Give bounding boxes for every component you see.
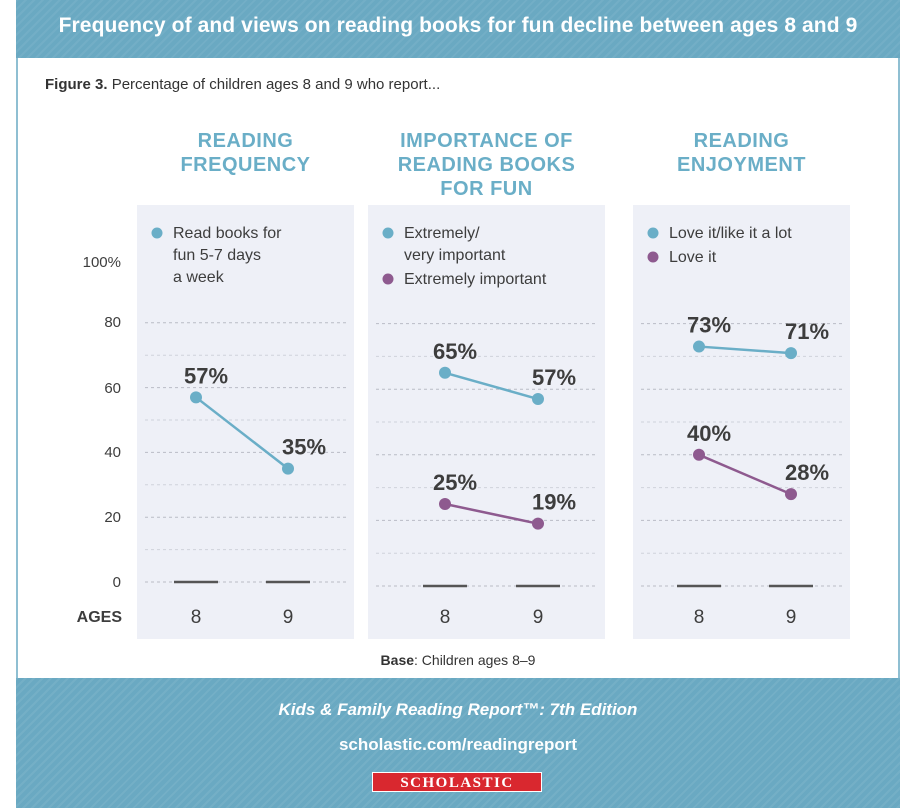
data-label: 28% (785, 460, 829, 485)
series-line (195, 396, 289, 470)
data-label: 19% (532, 490, 576, 515)
chart-panel-title: ENJOYMENT (677, 154, 806, 176)
y-tick-label: 60 (104, 380, 121, 397)
series-line (444, 371, 539, 401)
figure-caption: Figure 3. Percentage of children ages 8 … (45, 76, 440, 93)
report-title: Kids & Family Reading Report™: 7th Editi… (278, 700, 638, 719)
x-tick-label: 8 (440, 607, 451, 628)
series-line (698, 345, 792, 355)
data-label: 71% (785, 319, 829, 344)
chart-panel-title: READING BOOKS (398, 154, 576, 176)
legend-label: a week (173, 269, 225, 286)
legend-label: Love it (669, 249, 717, 266)
chart-panel-title: READING (198, 130, 294, 152)
legend-marker (647, 251, 659, 263)
legend-label: Extremely/ (404, 225, 480, 242)
x-tick-label: 9 (533, 607, 544, 628)
chart-panel-title: IMPORTANCE OF (400, 130, 573, 152)
base-note: Base: Children ages 8–9 (0, 652, 916, 668)
chart-panel-title: READING (694, 130, 790, 152)
data-point (532, 393, 544, 406)
x-tick-label: 9 (283, 607, 294, 628)
data-label: 57% (184, 363, 228, 388)
page-title: Frequency of and views on reading books … (58, 14, 858, 37)
chart-panel-background (137, 205, 354, 639)
frame-border-left (16, 58, 18, 678)
y-tick-label: 20 (104, 509, 121, 526)
y-tick-label: 100% (83, 254, 121, 271)
frame-border-right (898, 58, 900, 678)
y-tick-label: 40 (104, 444, 121, 461)
base-note-label: Base (380, 652, 415, 668)
data-label: 35% (282, 435, 326, 460)
data-point (693, 448, 705, 461)
figure-label: Figure 3. (45, 76, 108, 93)
data-label: 73% (687, 313, 731, 338)
scholastic-logo: SCHOLASTIC (372, 772, 542, 792)
data-point (785, 347, 797, 360)
x-tick-label: 8 (191, 607, 202, 628)
x-tick-label: 9 (786, 607, 797, 628)
figure-caption-text: Percentage of children ages 8 and 9 who … (111, 76, 441, 93)
data-point (439, 366, 451, 379)
chart-panel-title: FREQUENCY (180, 154, 310, 176)
data-point (190, 391, 202, 404)
data-label: 57% (532, 365, 576, 390)
legend-label: fun 5-7 days (173, 247, 261, 264)
footer-banner: Kids & Family Reading Report™: 7th Editi… (16, 678, 900, 808)
data-label: 65% (433, 339, 477, 364)
data-point (439, 498, 451, 510)
legend-marker (647, 227, 659, 239)
chart-panel-background (633, 205, 850, 639)
data-label: 25% (433, 470, 477, 495)
x-tick-label: 8 (694, 607, 705, 628)
legend-label: very important (404, 247, 506, 264)
data-point (282, 462, 294, 475)
base-note-text: : Children ages 8–9 (414, 652, 536, 668)
y-tick-label: 80 (104, 314, 121, 331)
data-point (785, 488, 797, 501)
report-url[interactable]: scholastic.com/readingreport (338, 735, 578, 754)
header-banner: Frequency of and views on reading books … (16, 0, 900, 58)
data-point (532, 517, 544, 530)
series-line (444, 502, 539, 525)
legend-label: Love it/like it a lot (669, 225, 792, 242)
y-tick-label: 0 (113, 574, 121, 591)
chart-panel-title: FOR FUN (440, 178, 532, 200)
legend-marker (382, 227, 394, 239)
legend-label: Read books for (173, 225, 282, 242)
legend-marker (382, 273, 394, 285)
legend-marker (151, 227, 163, 239)
legend-label: Extremely important (404, 271, 547, 288)
ages-axis-label: AGES (77, 609, 123, 626)
data-label: 40% (687, 421, 731, 446)
data-point (693, 340, 705, 353)
series-line (698, 453, 792, 496)
